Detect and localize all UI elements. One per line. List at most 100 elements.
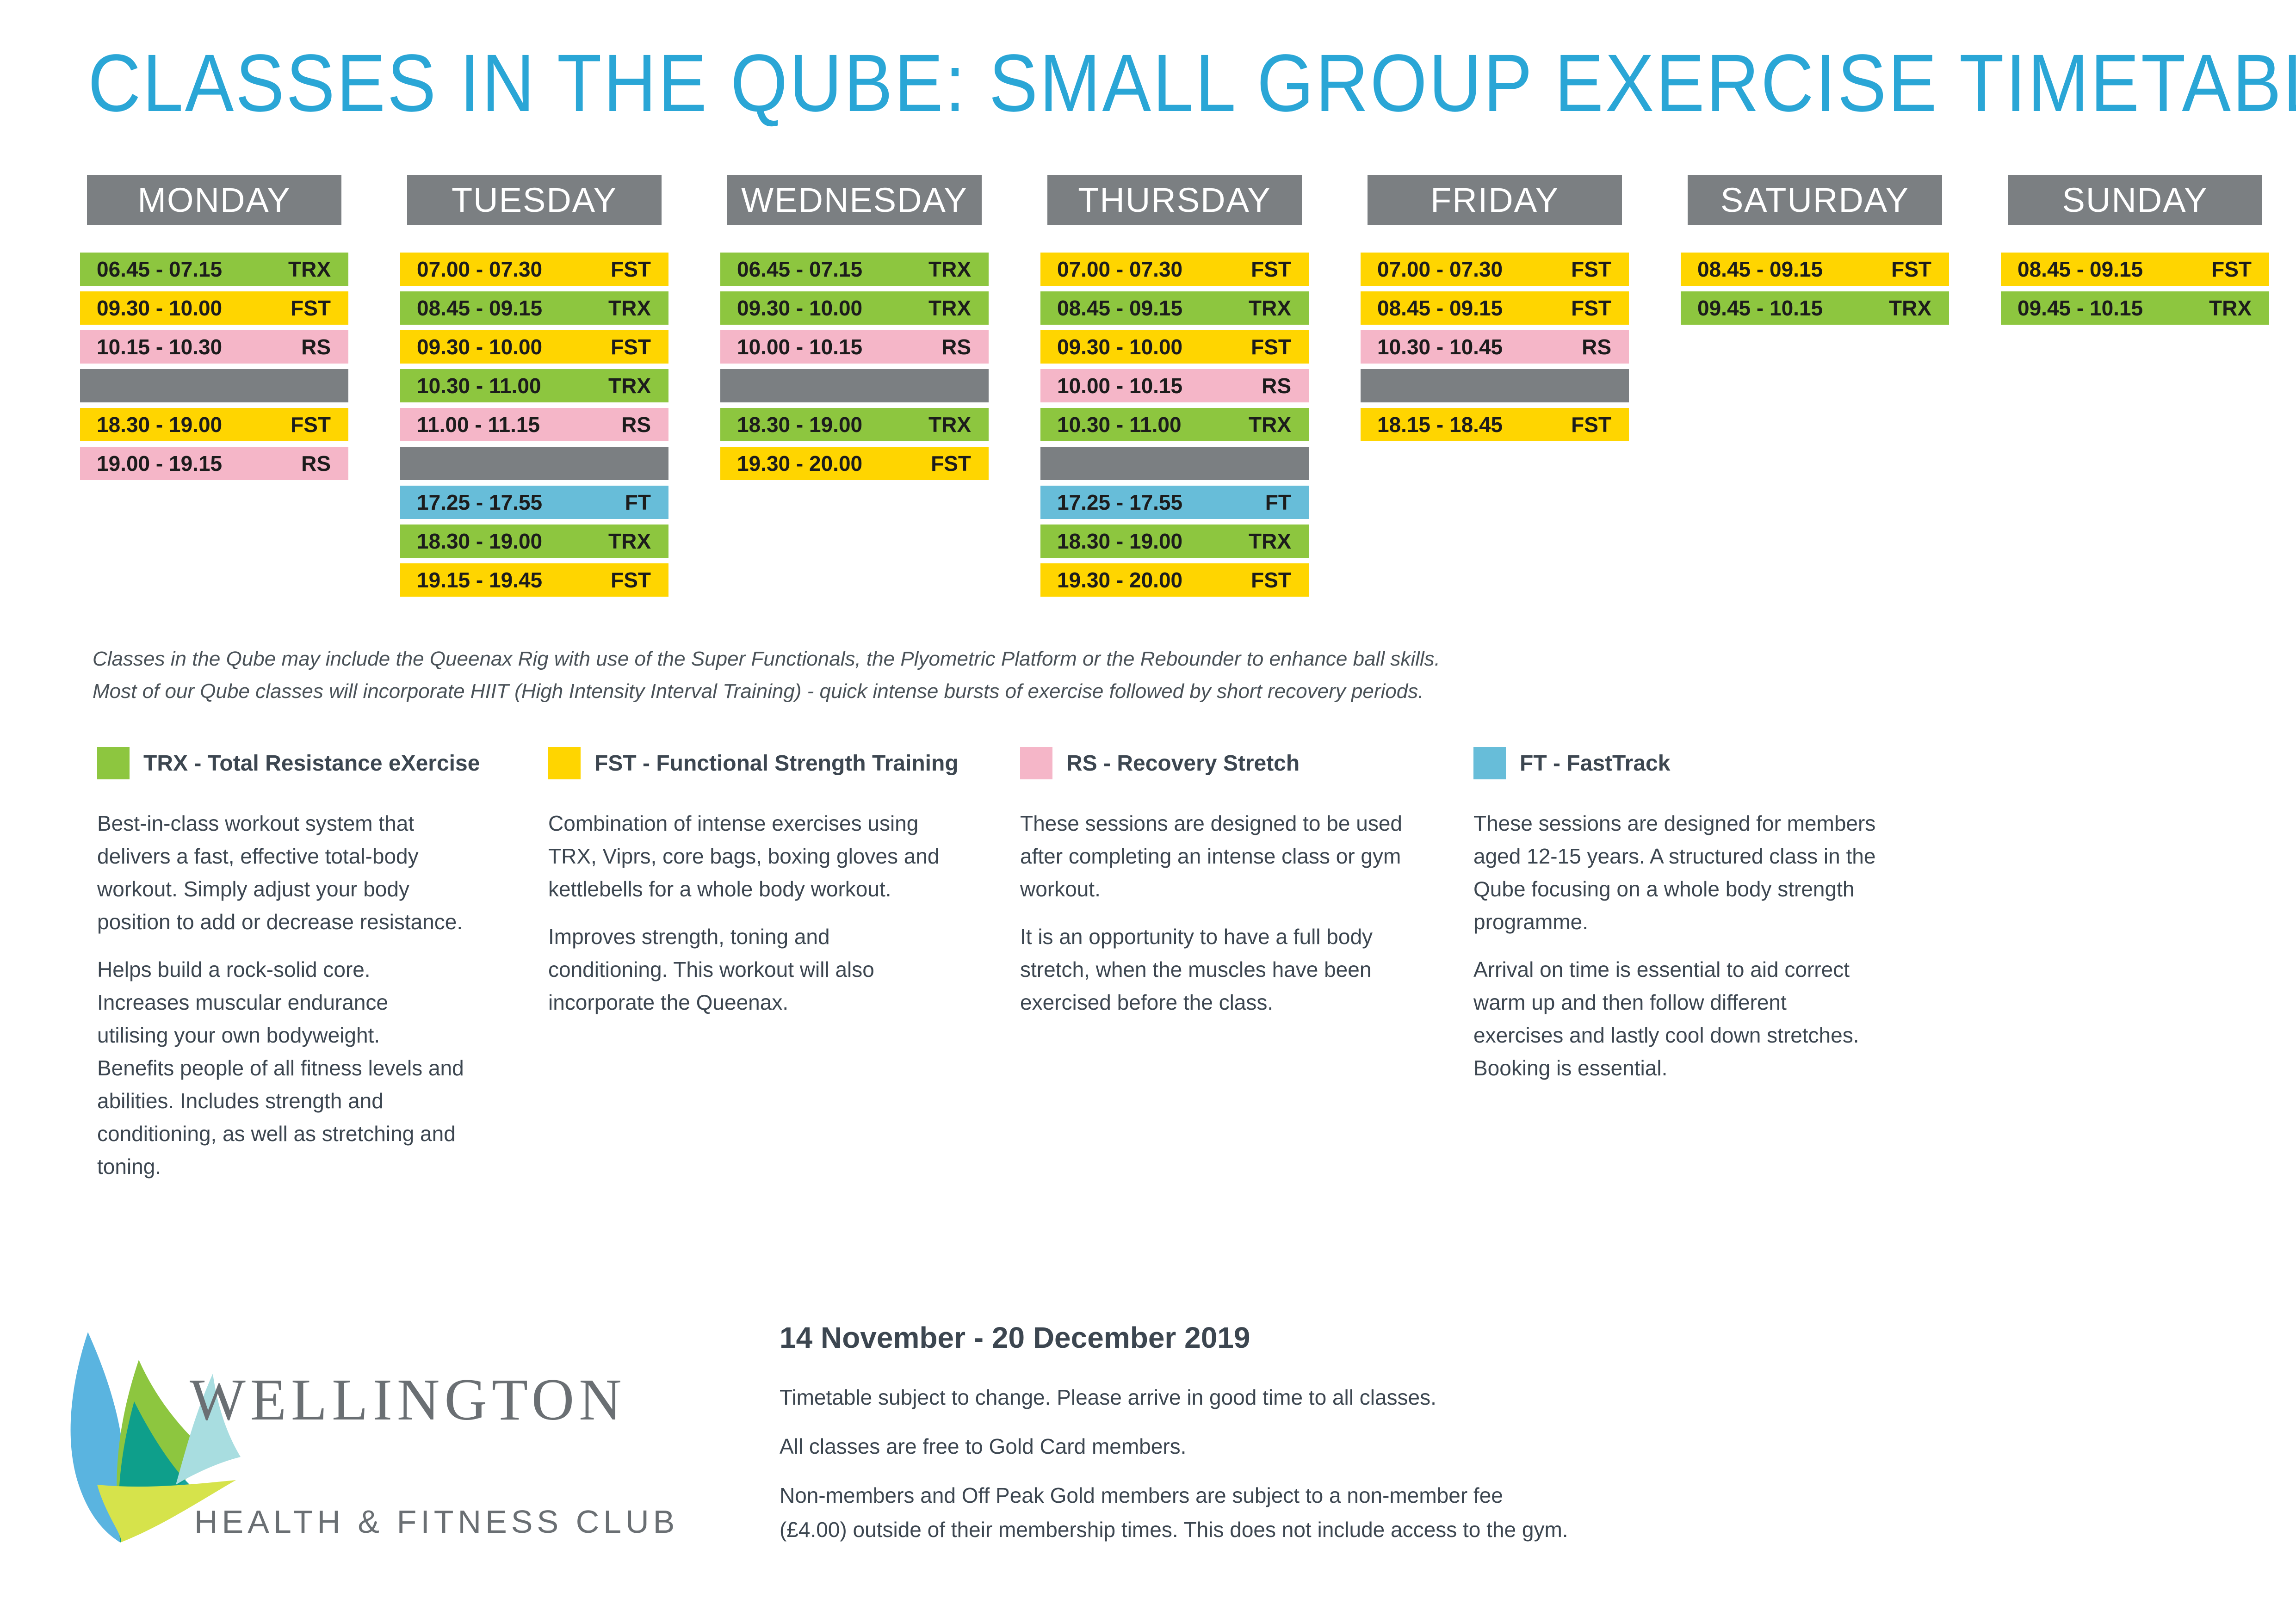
slot-time: 18.30 - 19.00	[97, 413, 223, 437]
slot-time: 19.00 - 19.15	[97, 451, 223, 475]
day-slots: 07.00 - 07.30 FST 08.45 - 09.15 TRX 09.30 - …	[400, 253, 668, 602]
class-slot: 07.00 - 07.30 FST	[400, 253, 668, 286]
footer-text: Timetable subject to change. Please arri…	[780, 1385, 1436, 1409]
legend-line: conditioning, as well as stretching and	[97, 1122, 456, 1146]
day-slots: 07.00 - 07.30 FST 08.45 - 09.15 FST 10.30 - …	[1361, 253, 1629, 447]
day-header: MONDAY	[87, 175, 341, 225]
class-slot: 19.00 - 19.15 RS	[80, 447, 348, 480]
footer-info: 14 November - 20 December 2019 Timetable…	[780, 1323, 1568, 1561]
legend-line: exercised before the class.	[1020, 990, 1274, 1014]
legend-header: TRX - Total Resistance eXercise	[97, 745, 560, 782]
class-slot: 19.30 - 20.00 FST	[720, 447, 989, 480]
note-line: Classes in the Qube may include the Quee…	[93, 648, 1440, 670]
slot-time: 09.30 - 10.00	[97, 296, 223, 320]
notes: Classes in the Qube may include the Quee…	[93, 643, 1440, 708]
break-row	[400, 447, 668, 480]
legend-line: stretch, when the muscles have been	[1020, 957, 1372, 981]
legend-line: incorporate the Queenax.	[548, 990, 789, 1014]
note-line: Most of our Qube classes will incorporat…	[93, 680, 1424, 703]
slot-code: FST	[931, 451, 971, 475]
slot-time: 10.00 - 10.15	[737, 335, 863, 359]
legend-line: delivers a fast, effective total-body	[97, 844, 419, 868]
slot-time: 08.45 - 09.15	[417, 296, 543, 320]
slot-time: 18.15 - 18.45	[1377, 413, 1503, 437]
slot-time: 08.45 - 09.15	[1377, 296, 1503, 320]
class-slot: 09.30 - 10.00 FST	[80, 291, 348, 325]
day-header: SATURDAY	[1688, 175, 1942, 225]
legend-paragraph: Best-in-class workout system that deliver…	[97, 807, 560, 938]
legend-title: TRX - Total Resistance eXercise	[143, 751, 480, 776]
slot-time: 10.30 - 11.00	[1057, 413, 1182, 437]
legend-line: workout. Simply adjust your body	[97, 877, 409, 901]
class-slot: 08.45 - 09.15 FST	[1681, 253, 1949, 286]
slot-code: RS	[941, 335, 971, 359]
slot-time: 17.25 - 17.55	[1057, 490, 1183, 514]
day-slots: 06.45 - 07.15 TRX 09.30 - 10.00 FST 10.15 - …	[80, 253, 348, 486]
slot-code: TRX	[288, 257, 331, 281]
legend-line: TRX, Viprs, core bags, boxing gloves and	[548, 844, 940, 868]
class-slot: 11.00 - 11.15 RS	[400, 408, 668, 441]
legend-line: It is an opportunity to have a full body	[1020, 925, 1373, 949]
footer-paragraph: Non-members and Off Peak Gold members ar…	[780, 1478, 1568, 1547]
slot-code: FST	[611, 335, 651, 359]
legend-ft: FT - FastTrack These sessions are designe…	[1473, 745, 1936, 1099]
legend-title: FT - FastTrack	[1520, 751, 1671, 776]
slot-time: 18.30 - 19.00	[737, 413, 863, 437]
slot-code: TRX	[608, 296, 651, 320]
class-slot: 18.30 - 19.00 TRX	[400, 525, 668, 558]
slot-time: 07.00 - 07.30	[417, 257, 543, 281]
legend-line: Qube focusing on a whole body strength	[1473, 877, 1855, 901]
legend-line: workout.	[1020, 877, 1101, 901]
class-slot: 10.30 - 11.00 TRX	[400, 369, 668, 402]
legend-swatch	[1473, 747, 1506, 779]
slot-code: FST	[2211, 257, 2252, 281]
legend-title: FST - Functional Strength Training	[594, 751, 959, 776]
day-header: WEDNESDAY	[727, 175, 982, 225]
legend-line: Benefits people of all fitness levels an…	[97, 1056, 464, 1080]
class-slot: 08.45 - 09.15 FST	[1361, 291, 1629, 325]
legend-line: Helps build a rock-solid core.	[97, 957, 371, 981]
class-slot: 10.30 - 11.00 TRX	[1040, 408, 1309, 441]
slot-time: 08.45 - 09.15	[1697, 257, 1823, 281]
legend-line: toning.	[97, 1154, 161, 1179]
day-slots: 06.45 - 07.15 TRX 09.30 - 10.00 TRX 10.00 - …	[720, 253, 989, 486]
legend-description: These sessions are designed to be used af…	[1020, 807, 1483, 1019]
legend-paragraph: Arrival on time is essential to aid corr…	[1473, 953, 1936, 1085]
slot-code: TRX	[928, 296, 971, 320]
class-slot: 18.15 - 18.45 FST	[1361, 408, 1629, 441]
slot-code: RS	[301, 335, 331, 359]
class-slot: 08.45 - 09.15 TRX	[400, 291, 668, 325]
day-slots: 08.45 - 09.15 FST 09.45 - 10.15 TRX	[2001, 253, 2269, 330]
legend-line: These sessions are designed for members	[1473, 811, 1876, 835]
slot-time: 18.30 - 19.00	[417, 529, 543, 553]
legend-header: FT - FastTrack	[1473, 745, 1936, 782]
slot-code: TRX	[1889, 296, 1931, 320]
legend-line: position to add or decrease resistance.	[97, 910, 463, 934]
slot-time: 08.45 - 09.15	[1057, 296, 1183, 320]
break-row	[1361, 369, 1629, 402]
break-row	[80, 369, 348, 402]
footer-lines: Timetable subject to change. Please arri…	[780, 1380, 1568, 1547]
slot-code: TRX	[1249, 529, 1291, 553]
slot-code: TRX	[1249, 413, 1291, 437]
legend-line: Arrival on time is essential to aid corr…	[1473, 957, 1850, 981]
slot-code: RS	[1582, 335, 1611, 359]
slot-time: 10.30 - 11.00	[417, 374, 541, 398]
slot-code: FT	[1265, 490, 1291, 514]
slot-code: FST	[611, 568, 651, 592]
slot-code: FST	[291, 296, 331, 320]
slot-time: 09.30 - 10.00	[1057, 335, 1183, 359]
class-slot: 18.30 - 19.00 FST	[80, 408, 348, 441]
slot-code: FST	[1251, 257, 1291, 281]
legend-paragraph: Combination of intense exercises using TR…	[548, 807, 1011, 906]
class-slot: 09.30 - 10.00 TRX	[720, 291, 989, 325]
slot-time: 19.15 - 19.45	[417, 568, 543, 592]
legend-trx: TRX - Total Resistance eXercise Best-in-c…	[97, 745, 560, 1198]
slot-code: FST	[611, 257, 651, 281]
legend-line: conditioning. This workout will also	[548, 957, 874, 981]
slot-code: TRX	[1249, 296, 1291, 320]
footer-paragraph: Timetable subject to change. Please arri…	[780, 1380, 1568, 1414]
legend-line: exercises and lastly cool down stretches…	[1473, 1023, 1859, 1047]
legend-paragraph: These sessions are designed for members a…	[1473, 807, 1936, 938]
day-slots: 07.00 - 07.30 FST 08.45 - 09.15 TRX 09.30 - …	[1040, 253, 1309, 602]
